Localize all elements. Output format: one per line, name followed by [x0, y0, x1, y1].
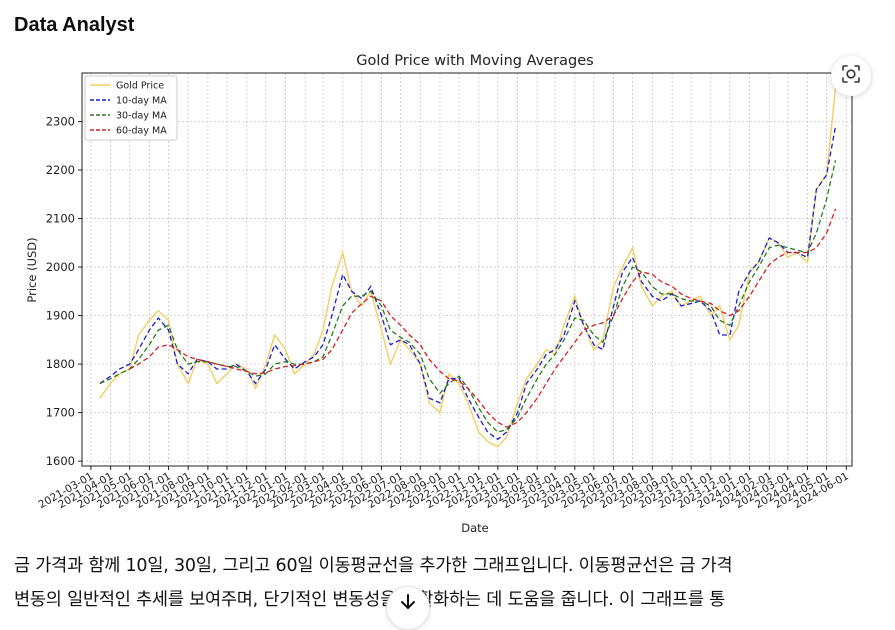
- series-line-30-day-ma: [99, 160, 837, 433]
- series-lines: [99, 87, 837, 448]
- y-axis-label: Price (USD): [25, 237, 39, 302]
- legend-entry: 10-day MA: [116, 96, 167, 107]
- chart-title: Gold Price with Moving Averages: [356, 53, 593, 69]
- y-tick-label: 1600: [46, 454, 75, 468]
- x-axis-label: Date: [461, 521, 489, 535]
- y-tick-label: 1900: [46, 309, 75, 323]
- legend-entry: 30-day MA: [116, 111, 167, 122]
- x-axis: 2021-03-012021-04-012021-05-012021-06-01…: [37, 466, 851, 511]
- image-lens-icon: [841, 64, 861, 88]
- arrow-down-icon: [400, 593, 416, 615]
- legend-entry: 60-day MA: [116, 126, 167, 137]
- chart-legend: Gold Price 10-day MA 30-day MA 60-day MA: [84, 75, 178, 141]
- y-tick-label: 1700: [46, 406, 75, 420]
- legend-box: [84, 75, 178, 141]
- y-axis: 1600 1700 1800 1900 2000 2100 2200 2300: [46, 115, 82, 468]
- scroll-down-button[interactable]: [386, 586, 430, 630]
- message-line-1: 금 가격과 함께 10일, 30일, 그리고 60일 이동평균선을 추가한 그래…: [14, 556, 733, 576]
- legend-entry: Gold Price: [116, 81, 164, 92]
- plot-frame: [81, 72, 853, 467]
- chart-container: Gold Price with Moving Averages 1600 1700…: [0, 46, 870, 546]
- y-tick-label: 2100: [46, 212, 75, 226]
- y-tick-label: 2000: [46, 260, 75, 274]
- gold-price-chart: Gold Price with Moving Averages 1600 1700…: [25, 53, 853, 535]
- image-lens-button[interactable]: [831, 56, 871, 96]
- series-line-60-day-ma: [129, 208, 837, 428]
- series-line-gold-price: [99, 87, 837, 448]
- y-tick-label: 1800: [46, 357, 75, 371]
- header-title: Data Analyst: [14, 14, 135, 36]
- assistant-message: 금 가격과 함께 10일, 30일, 그리고 60일 이동평균선을 추가한 그래…: [14, 549, 880, 617]
- chart-grid: [82, 73, 852, 466]
- message-line-2: 변동의 일반적인 추세를 보여주며, 단기적인 변동성을 평활화하는 데 도움을…: [14, 590, 726, 610]
- y-tick-label: 2300: [46, 115, 75, 129]
- series-line-10-day-ma: [99, 126, 837, 441]
- y-tick-label: 2200: [46, 163, 75, 177]
